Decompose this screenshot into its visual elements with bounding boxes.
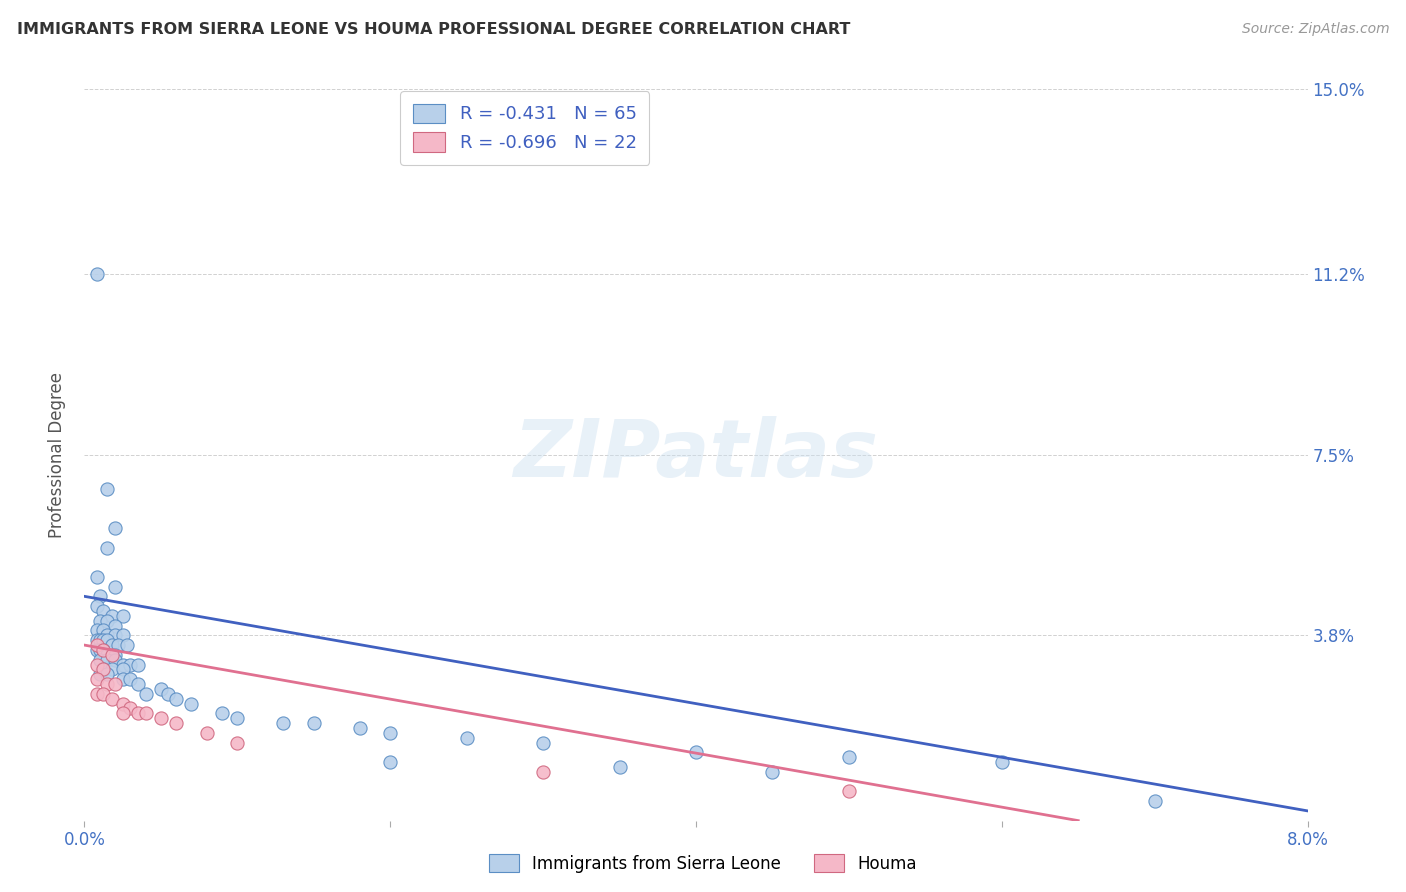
Point (115, 638, 138, 652)
Point (120, 701, 142, 715)
Point (380, 755, 402, 769)
Point (89, 633, 111, 648)
Point (127, 657, 149, 672)
Point (89, 614, 111, 628)
Legend: R = -0.431   N = 65, R = -0.696   N = 22: R = -0.431 N = 65, R = -0.696 N = 22 (401, 91, 650, 165)
Point (127, 677, 149, 691)
Point (91, 604, 114, 618)
Point (761, 764, 783, 779)
Y-axis label: Professional Degree: Professional Degree (48, 372, 66, 538)
Point (101, 608, 124, 623)
Point (104, 653, 127, 667)
Point (111, 672, 134, 686)
Legend: Immigrants from Sierra Leone, Houma: Immigrants from Sierra Leone, Houma (482, 847, 924, 880)
Point (609, 760, 631, 774)
Point (226, 736, 249, 750)
Point (104, 677, 127, 691)
Point (96, 614, 118, 628)
Point (211, 706, 233, 721)
Point (180, 697, 202, 711)
Point (89, 653, 111, 667)
Point (991, 755, 1014, 769)
Point (96, 667, 118, 681)
Point (104, 580, 127, 594)
Point (86, 268, 108, 282)
Point (107, 638, 129, 652)
Point (1143, 794, 1166, 808)
Point (96, 633, 118, 648)
Text: Source: ZipAtlas.com: Source: ZipAtlas.com (1241, 22, 1389, 37)
Point (104, 648, 127, 662)
Point (91, 633, 114, 648)
Point (271, 716, 294, 731)
Point (86, 687, 108, 701)
Point (96, 541, 118, 555)
Text: IMMIGRANTS FROM SIERRA LEONE VS HOUMA PROFESSIONAL DEGREE CORRELATION CHART: IMMIGRANTS FROM SIERRA LEONE VS HOUMA PR… (17, 22, 851, 37)
Point (226, 711, 249, 725)
Point (195, 726, 218, 740)
Point (96, 648, 118, 662)
Point (120, 657, 142, 672)
Point (86, 570, 108, 584)
Point (104, 628, 127, 642)
Point (127, 706, 149, 721)
Point (86, 599, 108, 613)
Point (111, 706, 134, 721)
Point (86, 624, 108, 638)
Point (91, 663, 114, 677)
Point (157, 687, 180, 701)
Point (86, 672, 108, 686)
Point (86, 657, 108, 672)
Point (101, 638, 124, 652)
Point (302, 716, 325, 731)
Point (89, 667, 111, 681)
Point (165, 716, 187, 731)
Point (120, 672, 142, 686)
Point (149, 711, 172, 725)
Point (86, 633, 108, 648)
Point (838, 784, 860, 798)
Point (86, 643, 108, 657)
Point (349, 721, 371, 735)
Point (89, 643, 111, 657)
Point (531, 764, 554, 779)
Point (685, 745, 707, 759)
Point (91, 643, 114, 657)
Point (101, 691, 124, 706)
Point (111, 663, 134, 677)
Point (111, 628, 134, 642)
Point (96, 628, 118, 642)
Point (101, 663, 124, 677)
Point (111, 608, 134, 623)
Point (91, 663, 114, 677)
Point (531, 736, 554, 750)
Point (838, 750, 860, 764)
Point (135, 706, 157, 721)
Point (104, 521, 127, 535)
Point (91, 624, 114, 638)
Point (165, 691, 187, 706)
Point (89, 590, 111, 604)
Point (104, 618, 127, 632)
Point (101, 648, 124, 662)
Point (380, 726, 402, 740)
Point (96, 653, 118, 667)
Point (135, 687, 157, 701)
Point (111, 657, 134, 672)
Point (149, 681, 172, 696)
Point (96, 482, 118, 496)
Point (86, 638, 108, 652)
Point (91, 687, 114, 701)
Point (96, 677, 118, 691)
Text: ZIPatlas: ZIPatlas (513, 416, 879, 494)
Point (111, 697, 134, 711)
Point (91, 643, 114, 657)
Point (456, 731, 478, 745)
